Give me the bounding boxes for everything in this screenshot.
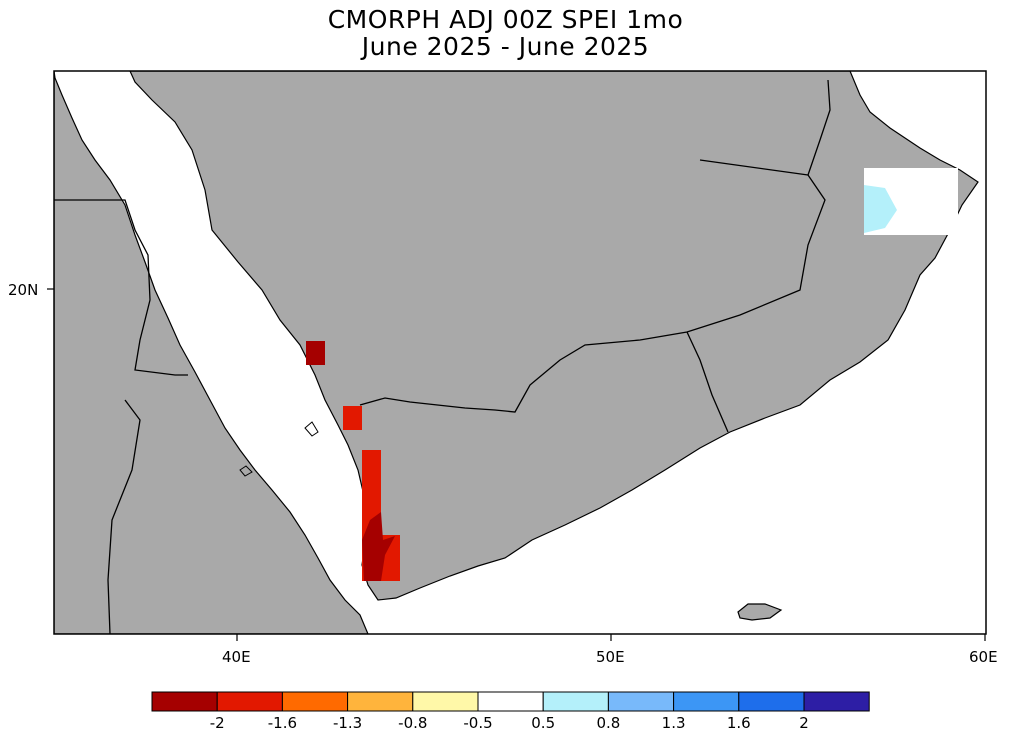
- spei-cell-wet: [864, 185, 897, 233]
- legend-label: 1.6: [727, 714, 751, 732]
- socotra-island: [737, 603, 783, 621]
- legend-swatch: [412, 691, 479, 712]
- legend-swatch: [542, 691, 609, 712]
- legend-label: -2: [210, 714, 225, 732]
- legend-label: -0.5: [463, 714, 492, 732]
- legend-label: 0.8: [596, 714, 620, 732]
- map-title-line1: CMORPH ADJ 00Z SPEI 1mo: [327, 5, 684, 34]
- map-frame: [53, 70, 987, 635]
- spei-cell-severe-dry-1: [343, 406, 362, 430]
- africa-land: [54, 71, 369, 634]
- tick-label-50e: 50E: [596, 648, 625, 666]
- legend-swatch: [281, 691, 349, 712]
- legend-swatch: [803, 691, 870, 712]
- legend-swatch: [151, 691, 218, 712]
- legend-label: -0.8: [398, 714, 427, 732]
- spei-cell-severe-dry-2: [362, 450, 381, 535]
- spei-cell-extreme-dry-2: [362, 512, 395, 581]
- axis-ticks: [47, 288, 986, 641]
- farasan-islands: [239, 421, 319, 477]
- tick-label-40e: 40E: [222, 648, 251, 666]
- legend-label: -1.3: [333, 714, 362, 732]
- country-borders: [54, 79, 831, 634]
- legend-swatch: [738, 691, 805, 712]
- legend-label: 2: [799, 714, 809, 732]
- legend-swatch: [347, 691, 414, 712]
- legend-label: 0.5: [531, 714, 555, 732]
- legend-swatch: [477, 691, 544, 712]
- arabia-land: [129, 71, 979, 601]
- legend-label: 1.3: [662, 714, 686, 732]
- map-area: [54, 71, 986, 634]
- legend-label: -1.6: [268, 714, 297, 732]
- tick-label-60e: 60E: [969, 648, 998, 666]
- tick-label-20n: 20N: [8, 281, 38, 299]
- legend-swatch: [673, 691, 740, 712]
- color-legend: -2 -1.6 -1.3 -0.8 -0.5 0.5 0.8 1.3 1.6 2: [151, 691, 870, 732]
- spei-cell-extreme-dry-1: [306, 341, 325, 365]
- map-title-line2: June 2025 - June 2025: [361, 32, 650, 61]
- legend-swatch: [216, 691, 283, 712]
- legend-swatch: [607, 691, 675, 712]
